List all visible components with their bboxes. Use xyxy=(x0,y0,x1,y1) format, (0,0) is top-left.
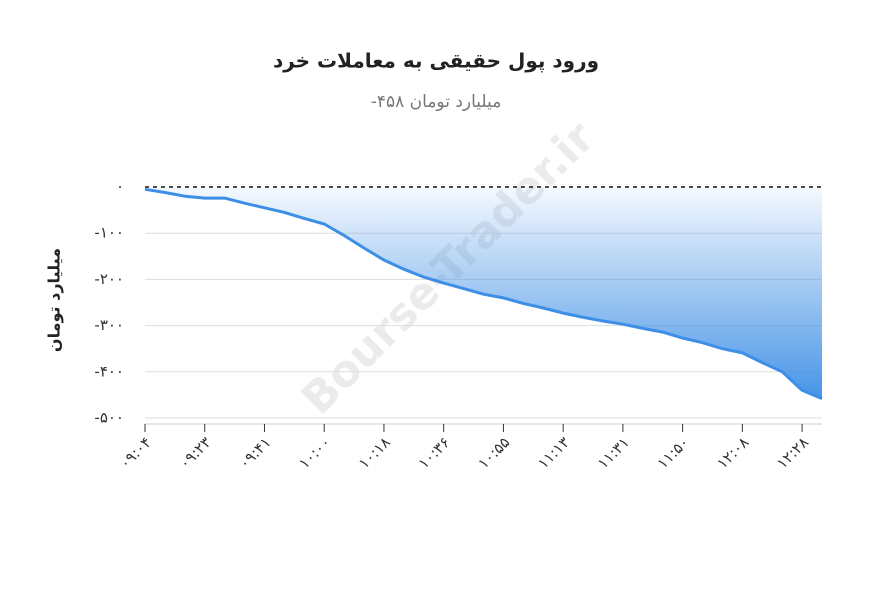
x-tick-label: ۱۱:۱۳ xyxy=(534,433,573,472)
chart-subtitle: میلیارد تومان ۴۵۸- xyxy=(371,92,502,112)
line xyxy=(144,187,823,400)
x-tick-label: ۱۰:۳۶ xyxy=(415,433,454,472)
y-tick-label: -۱۰۰ xyxy=(94,224,124,242)
chart-title: ورود پول حقیقی به معاملات خرد xyxy=(273,49,599,74)
y-tick-label: -۲۰۰ xyxy=(94,270,124,288)
x-tick-label: ۱۱:۵۰ xyxy=(654,433,693,472)
y-tick-label: -۴۰۰ xyxy=(94,362,124,380)
x-tick-label: ۱۰:۱۸ xyxy=(355,433,394,472)
x-tick-label: ۱۰:۵۵ xyxy=(474,433,513,472)
x-tick-label: ۱۲:۲۸ xyxy=(773,433,812,472)
x-tick-label: ۱۱:۳۱ xyxy=(594,433,633,472)
y-axis-label: میلیارد تومان xyxy=(45,248,64,352)
y-tick-label: ۰ xyxy=(116,178,124,196)
x-tick-label: ۰۹:۴۱ xyxy=(235,433,274,472)
x-tick-label: ۰۹:۰۴ xyxy=(116,433,155,472)
x-tick-label: ۱۰:۰۰ xyxy=(295,433,334,472)
y-tick-label: -۳۰۰ xyxy=(94,316,124,334)
x-tick-label: ۱۲:۰۸ xyxy=(713,433,752,472)
y-tick-label: -۵۰۰ xyxy=(94,409,124,427)
x-tick-label: ۰۹:۲۳ xyxy=(176,433,215,472)
